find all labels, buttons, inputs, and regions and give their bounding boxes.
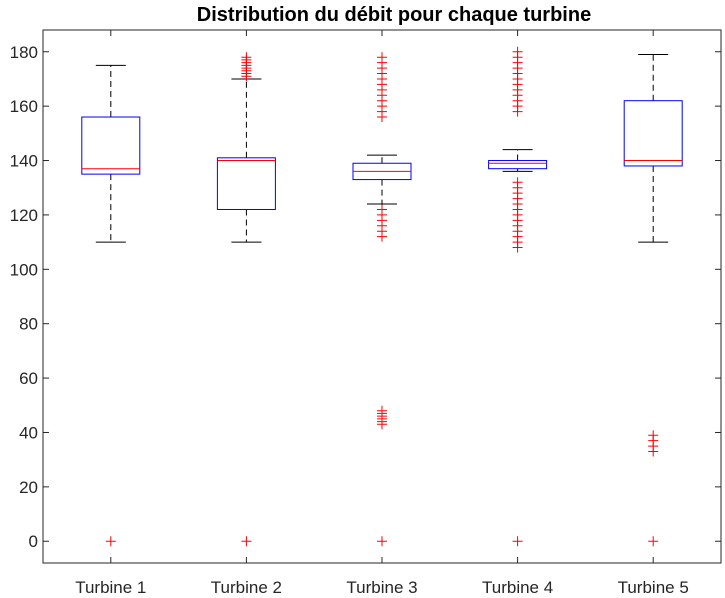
y-tick-label: 120 bbox=[10, 206, 38, 225]
x-tick-label: Turbine 2 bbox=[211, 578, 282, 597]
outlier-marker bbox=[648, 536, 659, 547]
outlier-marker bbox=[377, 536, 387, 547]
y-tick-label: 0 bbox=[29, 532, 38, 551]
y-tick-label: 160 bbox=[10, 97, 38, 116]
y-tick-label: 180 bbox=[10, 43, 38, 62]
outlier-marker bbox=[241, 536, 252, 547]
box bbox=[488, 160, 548, 170]
outlier-marker bbox=[512, 536, 523, 547]
x-tick-label: Turbine 3 bbox=[346, 578, 417, 597]
x-tick-label: Turbine 1 bbox=[75, 578, 146, 597]
outlier-marker bbox=[512, 46, 523, 57]
chart-title: Distribution du débit pour chaque turbin… bbox=[197, 4, 591, 26]
outlier-marker bbox=[377, 204, 387, 215]
y-tick-label: 40 bbox=[19, 423, 38, 442]
y-tick-label: 140 bbox=[10, 152, 38, 171]
outlier-marker bbox=[241, 52, 252, 63]
y-tick-label: 100 bbox=[10, 260, 38, 279]
y-tick-label: 60 bbox=[19, 369, 38, 388]
box bbox=[623, 100, 683, 167]
x-tick-label: Turbine 5 bbox=[618, 578, 689, 597]
y-tick-label: 80 bbox=[19, 315, 38, 334]
outlier-marker bbox=[377, 52, 387, 63]
plot-area: 0 20 40 60 80 100 120 140 160 180 Turbine 1 Turbine… bbox=[10, 29, 722, 597]
outlier-marker bbox=[377, 405, 387, 416]
outlier-marker bbox=[512, 177, 523, 188]
x-tick-label: Turbine 4 bbox=[482, 578, 553, 597]
outlier-marker bbox=[105, 536, 116, 547]
box bbox=[216, 157, 276, 210]
box bbox=[81, 116, 141, 175]
outlier-marker bbox=[648, 430, 659, 441]
y-tick-label: 20 bbox=[19, 478, 38, 497]
